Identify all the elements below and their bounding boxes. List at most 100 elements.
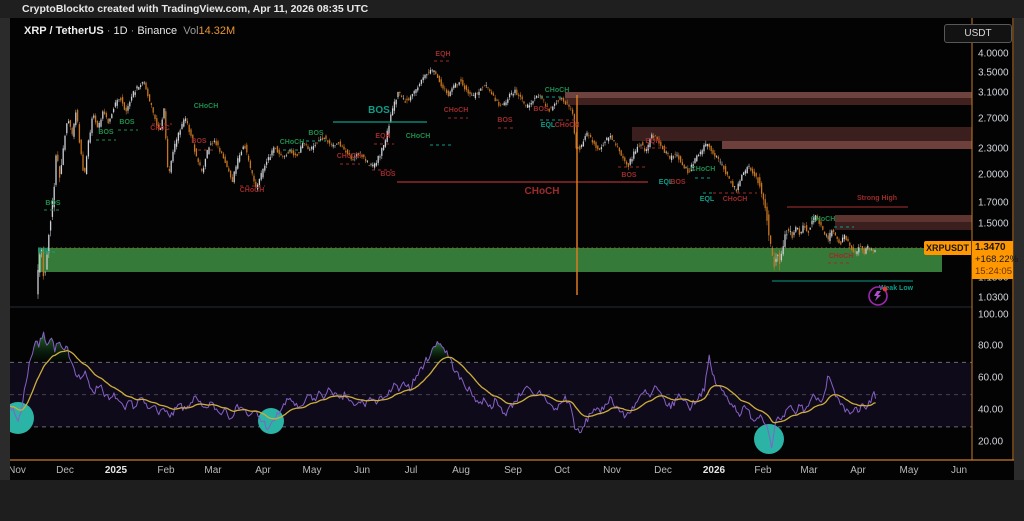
legend-vol-label: Vol (183, 25, 199, 37)
axis-frame (10, 18, 1014, 461)
annotation-label: CHoCH (829, 253, 854, 260)
indicator-tick: 40.00 (978, 405, 1003, 416)
indicator-tick: 80.00 (978, 341, 1003, 352)
annotation-label: BOS (191, 138, 207, 145)
time-tick: Apr (255, 465, 271, 476)
indicator-axis[interactable]: 100.00 80.00 60.00 40.00 20.00 (978, 310, 1009, 448)
oversold-circle (754, 424, 784, 454)
time-axis[interactable]: Nov Dec 2025 Feb Mar Apr May Jun Jul Aug Sep Oct Nov… (8, 465, 967, 476)
chart-canvas[interactable]: BOS BOS BOS CHoC CHoCH BOS CHoCH CHoCH BOS BOS EQH… (2, 18, 1014, 480)
annotation-label: CHoCH (280, 139, 305, 146)
time-tick: Dec (654, 465, 672, 476)
annotation-label: CHoCH (545, 87, 570, 94)
legend-exchange: Binance (137, 25, 178, 37)
bottom-bar (0, 480, 1024, 521)
price-flag-countdown: 15:24:05 (975, 266, 1012, 277)
watermark-text: CryptoBlockto created with TradingView.c… (22, 3, 369, 15)
time-tick: Dec (56, 465, 74, 476)
rsi-ma-line (9, 349, 876, 424)
time-tick: Nov (603, 465, 621, 476)
annotation-label: BOS (119, 119, 135, 126)
structure-labels: BOSBOSBOSCHoCCHoCHBOSCHoCHCHoCHBOSBOSEQH… (38, 51, 914, 292)
price-tick: 2.3000 (978, 144, 1009, 155)
annotation-label: EQL (541, 122, 556, 129)
annotation-label: EQL (700, 196, 715, 203)
annotation-label: EQL (38, 248, 51, 254)
zap-icon[interactable] (868, 286, 888, 306)
annotation-label: BOS (380, 171, 396, 178)
annotation-label: CHoCH (811, 216, 836, 223)
annotation-label: CHoCH (555, 122, 580, 129)
annotation-label: CHoCH (444, 107, 469, 114)
time-tick: Jul (405, 465, 418, 476)
annotation-label: Strong High (857, 195, 897, 202)
price-tick: 2.0000 (978, 170, 1009, 181)
annotation-label: BOS (497, 117, 513, 124)
time-tick: May (303, 465, 322, 476)
price-tick: 1.5000 (978, 219, 1009, 230)
oversold-circle (2, 402, 34, 434)
time-tick: Aug (452, 465, 470, 476)
supply-demand-zones (38, 92, 972, 272)
annotation-label: EQH (645, 138, 660, 145)
candles-layer (37, 67, 876, 299)
price-tick: 3.1000 (978, 88, 1009, 99)
watermark-bar: CryptoBlockto created with TradingView.c… (0, 0, 1024, 18)
time-tick: Feb (157, 465, 175, 476)
price-tick: 2.7000 (978, 114, 1009, 125)
annotation-label: BOS (621, 172, 637, 179)
annotation-label: BOS (368, 105, 390, 116)
annotation-label: CHoC (150, 125, 169, 132)
time-tick: 2025 (105, 465, 128, 476)
rsi-line (9, 331, 877, 449)
legend-sep2: · (130, 25, 135, 37)
annotation-label: EQH (375, 133, 390, 140)
annotation-label: BOS (98, 129, 114, 136)
time-tick: 2026 (703, 465, 726, 476)
time-tick: Mar (800, 465, 818, 476)
annotation-label: CHoCH (240, 187, 265, 194)
annotation-label: EQH (435, 51, 450, 58)
indicator-tick: 100.00 (978, 310, 1009, 321)
currency-toggle-button[interactable]: USDT (944, 24, 1012, 43)
time-tick: May (900, 465, 919, 476)
annotation-label: BOS (308, 130, 324, 137)
annotation-label: CHoCH (691, 166, 716, 173)
time-tick: Oct (554, 465, 570, 476)
time-tick: Nov (10, 465, 26, 476)
annotation-label: CHoCH (194, 103, 219, 110)
time-tick: Jun (354, 465, 370, 476)
time-tick: Apr (850, 465, 866, 476)
price-tick: 4.0000 (978, 49, 1009, 60)
annotation-label: CHoCH (337, 153, 362, 160)
price-tick: 3.5000 (978, 68, 1009, 79)
symbol-legend[interactable]: XRP / TetherUS · 1D · Binance Vol14.32M (24, 25, 235, 37)
price-tick: 1.0300 (978, 293, 1009, 304)
indicator-tick: 60.00 (978, 373, 1003, 384)
price-flag: 1.3470 +168.22% 15:24:05 (972, 241, 1019, 279)
annotation-label: BOS (533, 106, 549, 113)
indicator-tick: 20.00 (978, 437, 1003, 448)
legend-sep1: · (106, 25, 111, 37)
time-tick: Feb (754, 465, 772, 476)
structure-lines (40, 60, 913, 295)
annotation-label: BOS (670, 179, 686, 186)
time-tick: Jun (951, 465, 967, 476)
price-tick: 1.7000 (978, 198, 1009, 209)
annotation-label: EQL (659, 179, 674, 186)
time-tick: Sep (504, 465, 522, 476)
time-tick: Mar (204, 465, 222, 476)
annotation-label: CHoCH (406, 133, 431, 140)
price-flag-change: +168.22% (975, 254, 1019, 265)
annotation-label: BOS (45, 200, 61, 207)
legend-interval[interactable]: 1D (113, 25, 128, 37)
rsi-overbought-fill (30, 332, 452, 363)
annotation-label: CHoCH (723, 196, 748, 203)
annotation-label: Weak Low (879, 285, 914, 292)
price-flag-price: 1.3470 (975, 242, 1006, 253)
legend-symbol[interactable]: XRP / TetherUS (24, 25, 104, 37)
annotation-label: CHoCH (525, 186, 560, 197)
legend-vol-value: 14.32M (198, 25, 236, 37)
price-flag-symbol: XRPUSDT (924, 241, 971, 255)
